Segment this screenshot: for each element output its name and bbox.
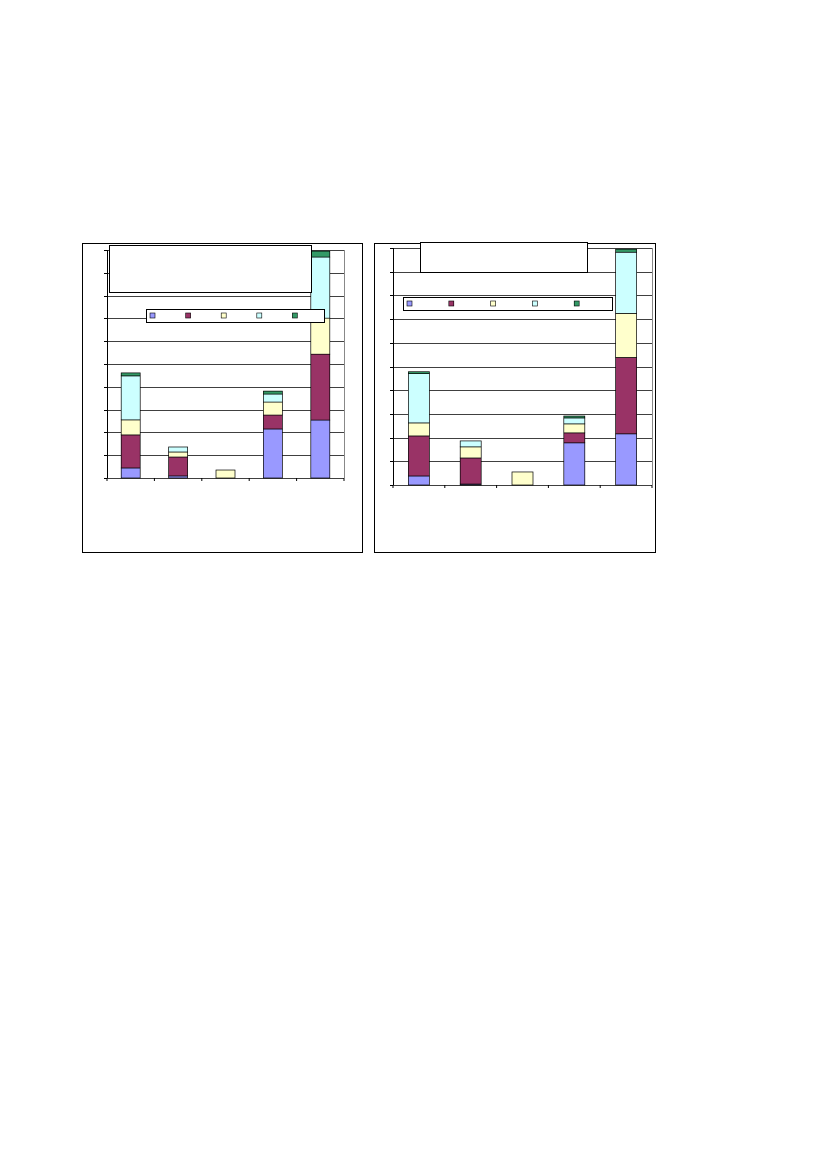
title-box: [420, 242, 588, 273]
bar-segment: [459, 446, 482, 459]
bar-segment: [168, 451, 188, 458]
bar-segment: [263, 414, 283, 430]
bar-segment: [310, 419, 331, 479]
bar-segment: [615, 357, 637, 435]
legend-swatch: [220, 312, 227, 319]
bar-segment: [408, 475, 430, 486]
bar-segment: [408, 373, 430, 424]
bar-segment: [459, 440, 482, 448]
bar-segment: [459, 457, 482, 485]
title-box: [109, 245, 312, 293]
bar-segment: [310, 317, 331, 355]
bar-segment: [120, 434, 141, 469]
legend-swatch: [406, 300, 413, 307]
bar-segment: [563, 432, 586, 444]
legend-box: [146, 309, 325, 323]
bar-segment: [563, 417, 586, 425]
bar-segment: [408, 422, 430, 437]
bar-segment: [120, 375, 141, 421]
bar-segment: [563, 442, 586, 486]
bar-segment: [120, 372, 141, 377]
legend-swatch: [256, 312, 263, 319]
bar-segment: [511, 471, 534, 486]
bar-segment: [408, 371, 430, 374]
legend-swatch: [532, 300, 538, 307]
legend-swatch: [149, 312, 156, 319]
bar-segment: [215, 469, 236, 479]
bar-segment: [263, 390, 283, 395]
bar-segment: [263, 393, 283, 403]
bar-segment: [615, 433, 637, 486]
bar-segment: [168, 446, 188, 453]
bar-segment: [310, 353, 331, 421]
bar-segment: [615, 248, 637, 253]
bar-segment: [615, 251, 637, 314]
bar-segment: [615, 313, 637, 358]
bar-segment: [168, 456, 188, 477]
bar-segment: [563, 415, 586, 419]
legend-box: [403, 297, 613, 311]
legend-swatch: [490, 300, 496, 307]
legend-swatch: [573, 300, 580, 307]
bar-segment: [563, 423, 586, 434]
bar-segment: [408, 435, 430, 477]
bar-segment: [120, 419, 141, 436]
legend-swatch: [185, 312, 191, 319]
bar-segment: [310, 250, 331, 258]
bar-segment: [263, 428, 283, 479]
bar-segment: [120, 467, 141, 479]
legend-swatch: [448, 300, 455, 307]
legend-swatch: [292, 312, 298, 319]
bar-segment: [263, 401, 283, 416]
